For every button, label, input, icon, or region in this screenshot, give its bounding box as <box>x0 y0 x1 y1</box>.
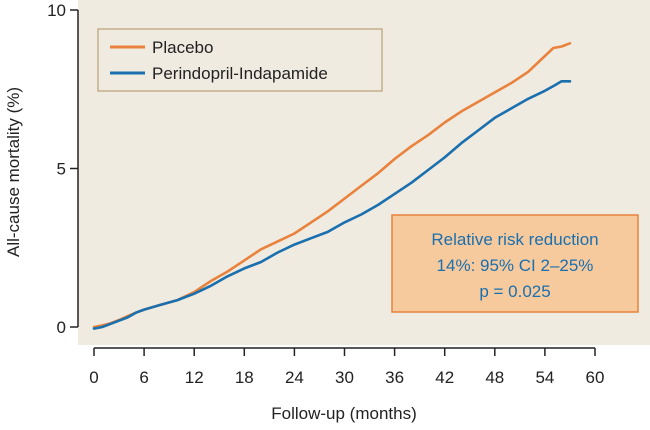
annotation-background <box>391 214 639 313</box>
x-tick-label: 18 <box>235 368 254 387</box>
x-tick-label: 42 <box>435 368 454 387</box>
y-tick-label: 5 <box>57 160 66 179</box>
legend-label-placebo: Placebo <box>152 38 213 57</box>
legend: Placebo Perindopril-Indapamide <box>97 28 383 92</box>
legend-label-perindopril-indapamide: Perindopril-Indapamide <box>152 64 328 83</box>
x-tick-label: 6 <box>139 368 148 387</box>
y-axis-label: All-cause mortality (%) <box>4 87 23 257</box>
x-axis-label: Follow-up (months) <box>271 404 417 423</box>
y-tick-label: 0 <box>57 318 66 337</box>
annotation-line-3: p = 0.025 <box>479 282 550 301</box>
axes: 0 5 10 0 6 12 18 24 30 36 42 48 54 60 <box>47 1 604 387</box>
annotation-line-2: 14%: 95% CI 2–25% <box>437 256 594 275</box>
x-tick-label: 48 <box>485 368 504 387</box>
x-tick-label: 36 <box>385 368 404 387</box>
x-tick-label: 12 <box>185 368 204 387</box>
x-tick-label: 24 <box>285 368 304 387</box>
y-tick-label: 10 <box>47 1 66 20</box>
legend-box <box>97 28 383 92</box>
annotation-line-1: Relative risk reduction <box>431 230 598 249</box>
x-tick-label: 60 <box>586 368 605 387</box>
x-tick-label: 54 <box>535 368 554 387</box>
annotation-box: Relative risk reduction 14%: 95% CI 2–25… <box>391 214 639 313</box>
series-line-perindopril-indapamide <box>92 80 572 330</box>
series-layer <box>92 41 572 330</box>
x-tick-label: 0 <box>89 368 98 387</box>
x-tick-label: 30 <box>335 368 354 387</box>
